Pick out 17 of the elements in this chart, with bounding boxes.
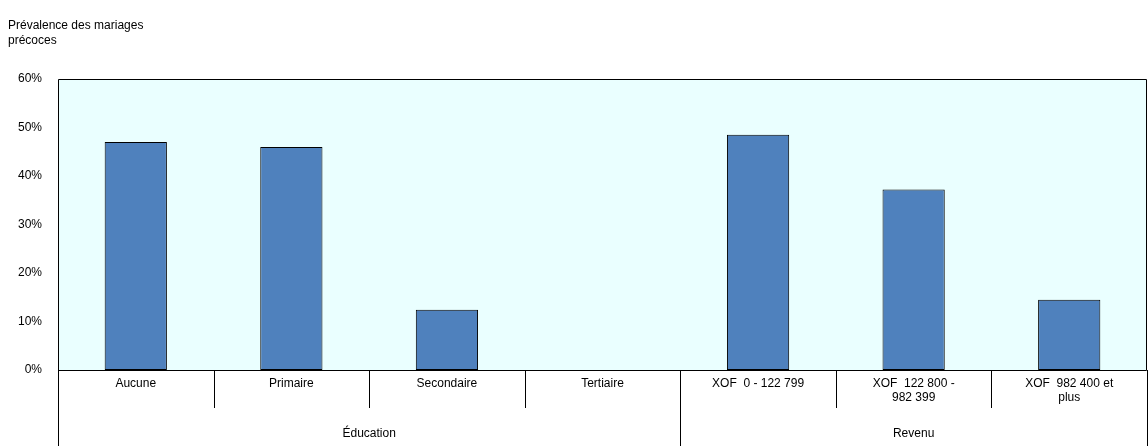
x-tick-label: XOF 0 - 122 799: [712, 375, 805, 390]
y-tick-label: 20%: [17, 265, 43, 280]
text: Revenu: [892, 426, 935, 441]
y-tick-label: 40%: [17, 168, 43, 183]
x-tick-label: Tertiaire: [581, 375, 625, 390]
x-tick-label: Aucune: [115, 375, 157, 390]
x-tick-label: XOF 122 800 - 982 399: [872, 375, 955, 404]
y-tick-label: 50%: [17, 119, 43, 134]
y-tick-label: 0%: [24, 362, 43, 377]
text: Éducation: [342, 425, 396, 441]
y-tick-label: 60%: [17, 71, 43, 86]
x-tick-label: Primaire: [269, 375, 315, 390]
y-tick-label: 30%: [17, 216, 43, 231]
y-axis-title: Prévalence des mariages précoces: [8, 18, 145, 48]
x-tick-label: XOF 982 400 et plus: [1025, 375, 1114, 404]
x-tick-label: Secondaire: [416, 375, 478, 390]
y-tick-label: 10%: [17, 313, 43, 328]
